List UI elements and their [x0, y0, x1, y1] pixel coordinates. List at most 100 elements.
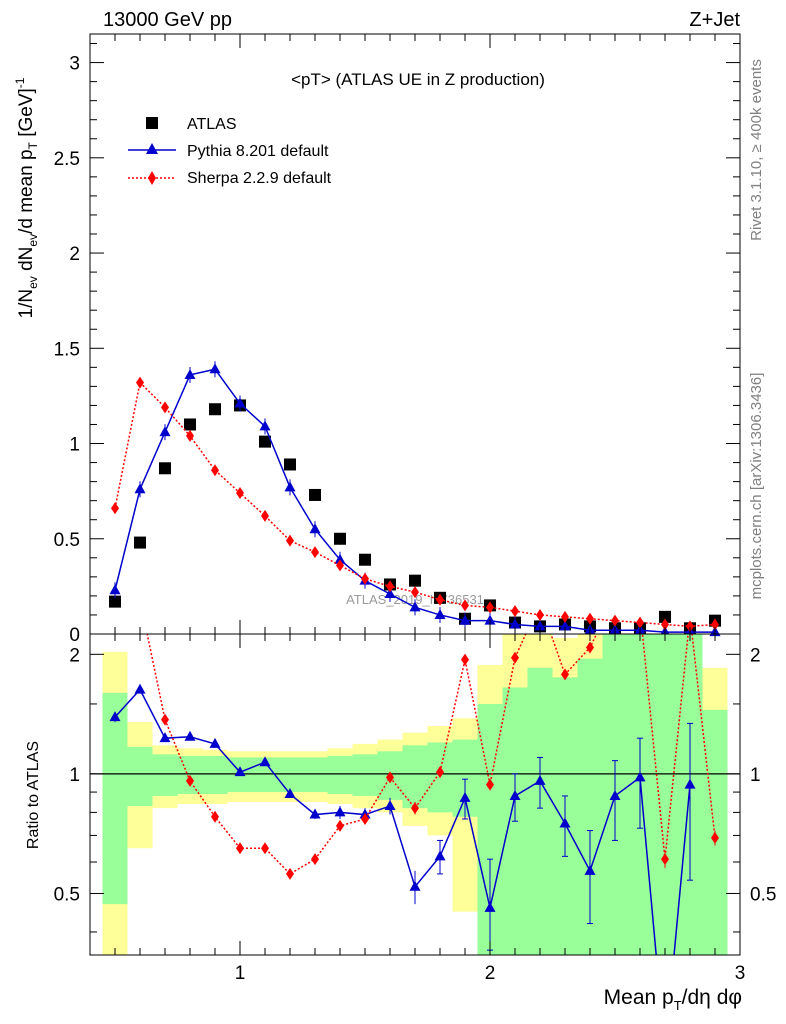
sherpa-point [286, 534, 294, 547]
sherpa-point [211, 464, 219, 477]
ratio-pythia-point [334, 806, 346, 817]
ratio-pythia-point [159, 732, 171, 743]
ratio-sherpa-point [336, 819, 344, 832]
ratio-pythia-point [209, 737, 221, 748]
main-y-tick-label: 1 [69, 435, 80, 456]
ratio-sherpa-point [286, 867, 294, 880]
main-y-tick-label: 3 [69, 54, 80, 75]
ratio-sherpa-point [161, 713, 169, 726]
sherpa-point [611, 614, 619, 627]
stat-uncertainty-band [302, 757, 328, 793]
ratio-plot-area [90, 634, 740, 955]
ratio-sherpa-point [186, 774, 194, 787]
pythia-point [109, 584, 121, 595]
ratio-pythia-point [509, 789, 521, 800]
ratio-sherpa-point [411, 802, 419, 815]
ratio-pythia-point [534, 774, 546, 785]
atlas-point [184, 418, 196, 431]
pythia-point [409, 601, 421, 612]
sherpa-point [511, 605, 519, 618]
ratio-y-axis-label: Ratio to ATLAS [25, 741, 42, 849]
ratio-sherpa-point [461, 653, 469, 666]
stat-uncertainty-band [102, 692, 128, 905]
atlas-point [334, 532, 346, 545]
sherpa-point [136, 376, 144, 389]
ratio-pythia-point [384, 800, 396, 811]
pythia-point [434, 608, 446, 619]
pythia-point [209, 363, 221, 374]
atlas-point [109, 595, 121, 608]
pythia-point [484, 614, 496, 625]
sherpa-point [486, 601, 494, 614]
legend-atlas-label: ATLAS [187, 116, 237, 133]
sherpa-point [186, 429, 194, 442]
ratio-pythia-point [234, 766, 246, 777]
sherpa-point [161, 401, 169, 414]
ratio-y-tick-label: 2 [69, 645, 80, 666]
ratio-pythia-point [434, 850, 446, 861]
sherpa-point [536, 608, 544, 621]
sherpa-point [236, 487, 244, 500]
pythia-point [134, 483, 146, 494]
sherpa-point [686, 620, 694, 633]
ratio-y-tick-label: 0.5 [54, 884, 80, 905]
pythia-point [284, 481, 296, 492]
ratio-pythia-point [259, 756, 271, 767]
process-label: Z+Jet [689, 9, 740, 31]
ratio-sherpa-point [486, 778, 494, 791]
ratio-y-tick-label: 1 [69, 765, 80, 786]
pythia-point [509, 618, 521, 629]
legend-pythia-marker [146, 143, 158, 154]
main-y-tick-label: 1.5 [54, 339, 80, 360]
pythia-point [184, 368, 196, 379]
pythia-point [159, 426, 171, 437]
stat-uncertainty-band [127, 746, 153, 807]
atlas-point [359, 553, 371, 566]
sherpa-point [111, 502, 119, 515]
stat-uncertainty-band [352, 754, 378, 796]
ratio-pythia-point [634, 771, 646, 782]
ratio-pythia-point [134, 683, 146, 694]
sherpa-point [586, 612, 594, 625]
legend-pythia-label: Pythia 8.201 default [187, 143, 329, 160]
ratio-sherpa-point [511, 651, 519, 664]
sherpa-point [361, 572, 369, 585]
ratio-sherpa-point [261, 842, 269, 855]
atlas-point [309, 488, 321, 501]
legend-atlas-marker [146, 117, 158, 129]
ratio-series-line-0 [114, 688, 691, 955]
pythia-point [459, 614, 471, 625]
ratio-y-tick-label-right: 0.5 [750, 884, 776, 905]
ratio-pythia-point [309, 808, 321, 819]
stat-uncertainty-band [327, 755, 353, 794]
atlas-point [409, 574, 421, 587]
pythia-point [234, 397, 246, 408]
legend-sherpa-label: Sherpa 2.2.9 default [187, 170, 332, 187]
stat-uncertainty-band [652, 634, 678, 955]
x-tick-label: 1 [235, 963, 246, 984]
pythia-point [559, 620, 571, 631]
pythia-point [534, 620, 546, 631]
ratio-pythia-point [684, 778, 696, 789]
legend-sherpa-marker [148, 171, 156, 185]
ratio-y-tick-label-right: 1 [750, 765, 761, 786]
ratio-pythia-point [559, 817, 571, 828]
stat-uncertainty-band [202, 755, 228, 794]
sherpa-point [636, 616, 644, 629]
main-y-tick-label: 2 [69, 244, 80, 265]
sherpa-point [461, 599, 469, 612]
atlas-point [659, 610, 671, 623]
atlas-point [159, 462, 171, 475]
ratio-pythia-point [609, 789, 621, 800]
ratio-pythia-point [284, 787, 296, 798]
x-tick-label: 3 [735, 963, 746, 984]
ratio-sherpa-point [236, 842, 244, 855]
ratio-sherpa-point [561, 668, 569, 681]
stat-uncertainty-band [277, 757, 303, 793]
ratio-sherpa-point [361, 812, 369, 825]
main-y-tick-label: 0 [69, 625, 80, 646]
mcplots-label: mcplots.cern.ch [arXiv:1306.3436] [748, 373, 765, 600]
sherpa-point [311, 546, 319, 559]
ratio-pythia-point [459, 791, 471, 802]
